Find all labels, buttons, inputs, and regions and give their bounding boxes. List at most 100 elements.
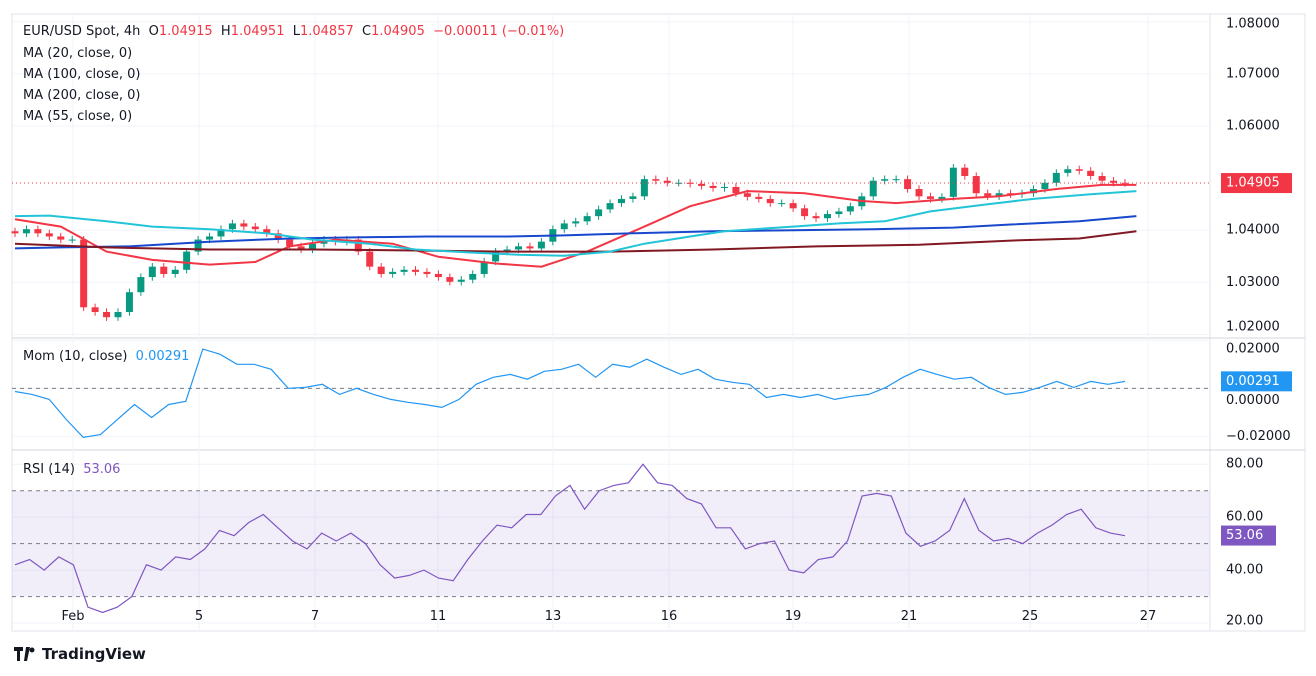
candle: [45, 233, 53, 237]
candle: [1075, 169, 1083, 171]
candle: [434, 273, 442, 278]
candle: [686, 182, 694, 184]
high-value: 1.04951: [230, 24, 285, 39]
rsi-line: [14, 463, 1126, 614]
candle: [846, 206, 854, 212]
candle: [869, 180, 877, 197]
candle: [938, 196, 946, 199]
candle: [286, 239, 294, 247]
candle: [137, 277, 145, 293]
x-tick-label: 7: [311, 609, 319, 624]
candle: [972, 176, 980, 194]
legend-rsi[interactable]: RSI (14) 53.06: [23, 462, 120, 477]
momentum-value-badge: [1221, 371, 1292, 392]
y-tick-label: 0.02000: [1226, 342, 1280, 357]
candle: [457, 279, 465, 282]
candle: [240, 223, 248, 227]
legend-ma20[interactable]: MA (20, close, 0): [23, 46, 133, 61]
legend-ma200[interactable]: MA (200, close, 0): [23, 88, 141, 103]
candle: [91, 307, 99, 312]
momentum-line: [14, 348, 1126, 439]
candle: [377, 266, 385, 274]
candle: [823, 214, 831, 219]
momentum-title: Mom (10, close): [23, 349, 128, 364]
close-value: 1.04905: [371, 24, 425, 39]
candle: [251, 226, 259, 230]
candle: [194, 239, 202, 252]
candle: [171, 269, 179, 274]
candle: [537, 241, 545, 249]
x-tick-label: 21: [901, 609, 918, 624]
y-tick-label: 80.00: [1226, 457, 1263, 472]
momentum-value-label: 0.00291: [1226, 374, 1280, 389]
legend-ma100[interactable]: MA (100, close, 0): [23, 67, 141, 82]
legend-ma55[interactable]: MA (55, close, 0): [23, 109, 133, 124]
candle: [103, 311, 111, 318]
candle: [148, 266, 156, 278]
rsi-value-label: 53.06: [1226, 528, 1263, 543]
candle: [949, 167, 957, 197]
candle: [675, 182, 683, 184]
candle: [217, 229, 225, 237]
y-tick-label: 1.04000: [1226, 223, 1280, 238]
candle: [583, 216, 591, 222]
y-tick-label: 20.00: [1226, 614, 1263, 629]
candle: [297, 246, 305, 250]
y-tick-label: −0.02000: [1226, 429, 1291, 444]
candle: [755, 196, 763, 199]
candle: [766, 198, 774, 204]
candle: [961, 167, 969, 177]
tradingview-logo-icon: [14, 647, 35, 661]
candle: [606, 203, 614, 210]
candle: [698, 183, 706, 186]
x-tick-label: 11: [430, 609, 447, 624]
candle: [892, 179, 900, 181]
candle: [572, 221, 580, 224]
candle: [309, 243, 317, 250]
last-price-badge: [1221, 173, 1292, 194]
candle: [400, 269, 408, 272]
y-tick-label: 1.06000: [1226, 119, 1280, 134]
y-tick-label: 1.02000: [1226, 320, 1280, 335]
rsi-value: 53.06: [83, 462, 121, 477]
rsi-band: [12, 490, 1210, 597]
candle: [114, 311, 122, 318]
rsi-title: RSI (14): [23, 462, 75, 477]
candle: [11, 231, 19, 234]
candle: [709, 185, 717, 189]
ma-line-1: [14, 215, 1137, 250]
candle: [629, 196, 637, 199]
candle: [34, 229, 42, 234]
candle: [1098, 176, 1106, 181]
candle: [915, 189, 923, 197]
candle: [183, 251, 191, 270]
candle: [652, 179, 660, 181]
candle: [354, 239, 362, 252]
candle: [228, 223, 236, 230]
candle: [515, 246, 523, 250]
candle: [904, 179, 912, 190]
candle: [1110, 180, 1118, 183]
candle: [743, 193, 751, 197]
candle: [1052, 172, 1060, 183]
candle: [720, 186, 728, 189]
legend-momentum[interactable]: Mom (10, close) 0.00291: [23, 349, 189, 364]
candle: [663, 180, 671, 183]
candle: [1064, 169, 1072, 173]
candle: [881, 179, 889, 181]
open-value: 1.04915: [158, 24, 213, 39]
candle: [640, 179, 648, 197]
candle: [984, 193, 992, 197]
candle: [595, 209, 603, 217]
candle: [1041, 182, 1049, 190]
candle: [560, 223, 568, 230]
candle: [526, 246, 534, 249]
candle: [617, 198, 625, 204]
candle: [423, 271, 431, 274]
symbol-title: EUR/USD Spot, 4h: [23, 24, 141, 39]
candle: [274, 233, 282, 240]
tradingview-logo[interactable]: TradingView: [14, 645, 146, 663]
ma-line-3: [14, 190, 1137, 257]
